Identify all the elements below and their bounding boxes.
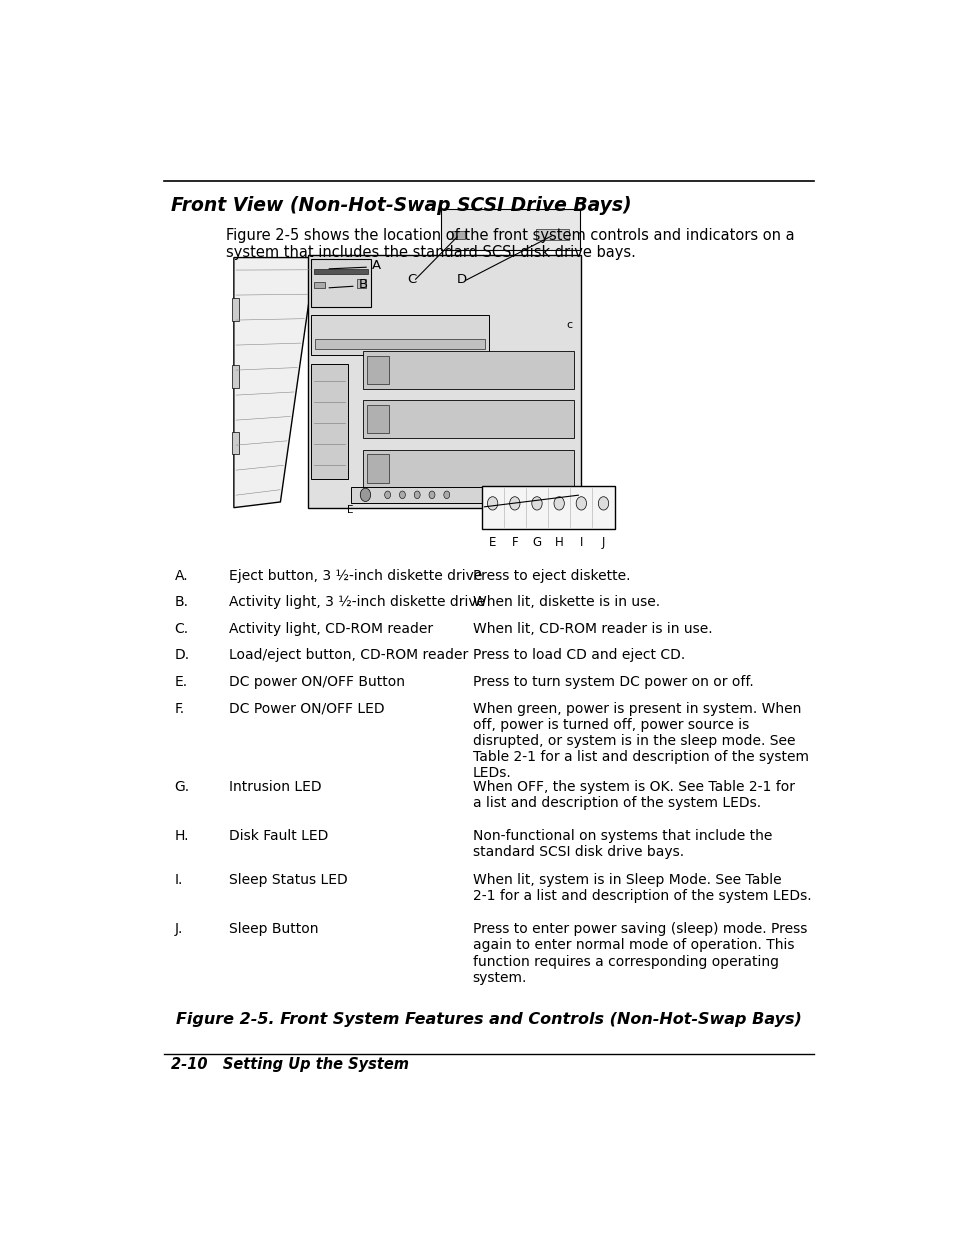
- Text: When green, power is present in system. When
off, power is turned off, power sou: When green, power is present in system. …: [472, 701, 808, 781]
- Bar: [363, 450, 574, 488]
- Text: C.: C.: [174, 621, 189, 636]
- Bar: [367, 405, 389, 433]
- Circle shape: [429, 492, 435, 499]
- Bar: [232, 431, 239, 454]
- Bar: [367, 454, 389, 483]
- Circle shape: [576, 496, 586, 510]
- Bar: [367, 356, 389, 384]
- Text: Press to enter power saving (sleep) mode. Press
again to enter normal mode of op: Press to enter power saving (sleep) mode…: [472, 923, 806, 984]
- Circle shape: [598, 496, 608, 510]
- Text: J: J: [601, 536, 604, 550]
- Text: Front View (Non-Hot-Swap SCSI Drive Bays): Front View (Non-Hot-Swap SCSI Drive Bays…: [171, 196, 631, 215]
- Text: Disk Fault LED: Disk Fault LED: [229, 829, 328, 844]
- Text: H.: H.: [174, 829, 189, 844]
- Text: I: I: [579, 536, 582, 550]
- Text: c: c: [566, 320, 572, 330]
- Text: Sleep Button: Sleep Button: [229, 923, 318, 936]
- Bar: [232, 299, 239, 321]
- Text: E: E: [489, 536, 496, 550]
- Text: B: B: [358, 278, 368, 290]
- Bar: [311, 259, 371, 308]
- Bar: [363, 351, 574, 389]
- Text: C: C: [407, 273, 416, 287]
- Text: Activity light, CD-ROM reader: Activity light, CD-ROM reader: [229, 621, 433, 636]
- Text: DC Power ON/OFF LED: DC Power ON/OFF LED: [229, 701, 384, 715]
- Circle shape: [443, 492, 449, 499]
- Bar: [452, 231, 465, 238]
- Text: Figure 2-5 shows the location of the front system controls and indicators on a
s: Figure 2-5 shows the location of the fro…: [226, 228, 794, 261]
- Text: B.: B.: [174, 595, 189, 609]
- Circle shape: [399, 492, 405, 499]
- Circle shape: [384, 492, 390, 499]
- Text: Sleep Status LED: Sleep Status LED: [229, 873, 347, 887]
- Bar: [363, 400, 574, 438]
- Text: A.: A.: [174, 568, 188, 583]
- Text: J.: J.: [174, 923, 183, 936]
- Bar: [481, 485, 614, 529]
- Bar: [311, 315, 488, 354]
- Text: D.: D.: [174, 648, 190, 662]
- Text: F: F: [511, 536, 517, 550]
- Bar: [314, 340, 485, 348]
- Bar: [232, 366, 239, 388]
- Text: When lit, diskette is in use.: When lit, diskette is in use.: [472, 595, 659, 609]
- Text: Eject button, 3 ½-inch diskette drive: Eject button, 3 ½-inch diskette drive: [229, 568, 481, 583]
- Text: G.: G.: [174, 779, 190, 794]
- Text: DC power ON/OFF Button: DC power ON/OFF Button: [229, 676, 404, 689]
- Circle shape: [414, 492, 419, 499]
- Text: I.: I.: [174, 873, 183, 887]
- Text: Figure 2-5. Front System Features and Controls (Non-Hot-Swap Bays): Figure 2-5. Front System Features and Co…: [175, 1011, 801, 1026]
- Text: Press to turn system DC power on or off.: Press to turn system DC power on or off.: [472, 676, 753, 689]
- Text: Press to load CD and eject CD.: Press to load CD and eject CD.: [472, 648, 684, 662]
- Circle shape: [554, 496, 564, 510]
- Text: Press to eject diskette.: Press to eject diskette.: [472, 568, 630, 583]
- Text: Activity light, 3 ½-inch diskette drive: Activity light, 3 ½-inch diskette drive: [229, 595, 484, 609]
- Text: E: E: [347, 505, 354, 515]
- Bar: [357, 279, 366, 288]
- Circle shape: [531, 496, 541, 510]
- Text: D: D: [456, 273, 466, 287]
- Text: Intrusion LED: Intrusion LED: [229, 779, 321, 794]
- Bar: [440, 209, 579, 249]
- Text: When lit, CD-ROM reader is in use.: When lit, CD-ROM reader is in use.: [472, 621, 712, 636]
- Text: G: G: [532, 536, 541, 550]
- Text: Load/eject button, CD-ROM reader: Load/eject button, CD-ROM reader: [229, 648, 467, 662]
- Text: Non-functional on systems that include the
standard SCSI disk drive bays.: Non-functional on systems that include t…: [472, 829, 771, 860]
- Text: A: A: [372, 258, 381, 272]
- Text: 2-10   Setting Up the System: 2-10 Setting Up the System: [171, 1057, 409, 1072]
- Polygon shape: [233, 258, 314, 508]
- Text: F.: F.: [174, 701, 185, 715]
- Bar: [308, 254, 580, 508]
- Bar: [314, 269, 368, 274]
- Bar: [314, 283, 324, 288]
- Text: E.: E.: [174, 676, 188, 689]
- Circle shape: [487, 496, 497, 510]
- Text: H: H: [555, 536, 563, 550]
- Circle shape: [360, 488, 370, 501]
- Circle shape: [509, 496, 519, 510]
- Text: When OFF, the system is OK. See Table 2-1 for
a list and description of the syst: When OFF, the system is OK. See Table 2-…: [472, 779, 794, 810]
- Bar: [351, 487, 577, 503]
- Bar: [311, 364, 348, 479]
- Text: When lit, system is in Sleep Mode. See Table
2-1 for a list and description of t: When lit, system is in Sleep Mode. See T…: [472, 873, 810, 903]
- Bar: [535, 228, 568, 241]
